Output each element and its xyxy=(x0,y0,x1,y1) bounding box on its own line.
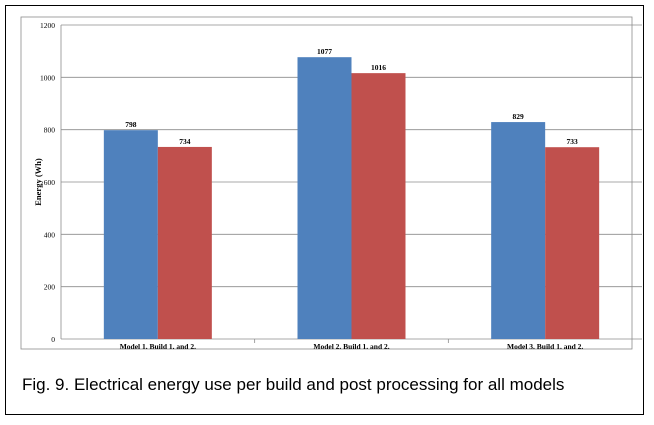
y-tick-label: 1200 xyxy=(40,21,55,30)
bar xyxy=(297,57,352,340)
x-tick-label: Model 2. Build 1. and 2. xyxy=(313,342,389,351)
y-tick-label: 600 xyxy=(44,178,56,187)
data-label: 1016 xyxy=(371,63,386,72)
bar xyxy=(157,146,212,339)
data-label: 1077 xyxy=(317,47,332,56)
bar xyxy=(351,73,406,339)
y-tick-label: 200 xyxy=(44,283,56,292)
bar xyxy=(545,147,600,339)
figure-caption: Fig. 9. Electrical energy use per build … xyxy=(22,375,565,394)
data-label: 829 xyxy=(513,112,525,121)
y-tick-label: 800 xyxy=(44,126,56,135)
y-tick-label: 0 xyxy=(51,335,55,344)
figure-frame: 0 200 400 600 800 1000 1200 798 734 1077 1016 829 7… xyxy=(5,5,644,415)
y-axis-label: Energy (Wh) xyxy=(33,158,43,206)
bar-chart: 0 200 400 600 800 1000 1200 798 734 1077 1016 829 7… xyxy=(20,16,642,351)
data-label: 733 xyxy=(567,137,579,146)
y-tick-label: 400 xyxy=(44,230,56,239)
x-tick-label: Model 1. Build 1. and 2. xyxy=(120,342,196,351)
data-label: 798 xyxy=(125,120,137,129)
bar xyxy=(103,130,158,339)
bar xyxy=(491,122,546,339)
y-tick-label: 1000 xyxy=(40,73,55,82)
x-tick-label: Model 3. Build 1. and 2. xyxy=(507,342,583,351)
data-label: 734 xyxy=(179,137,191,146)
